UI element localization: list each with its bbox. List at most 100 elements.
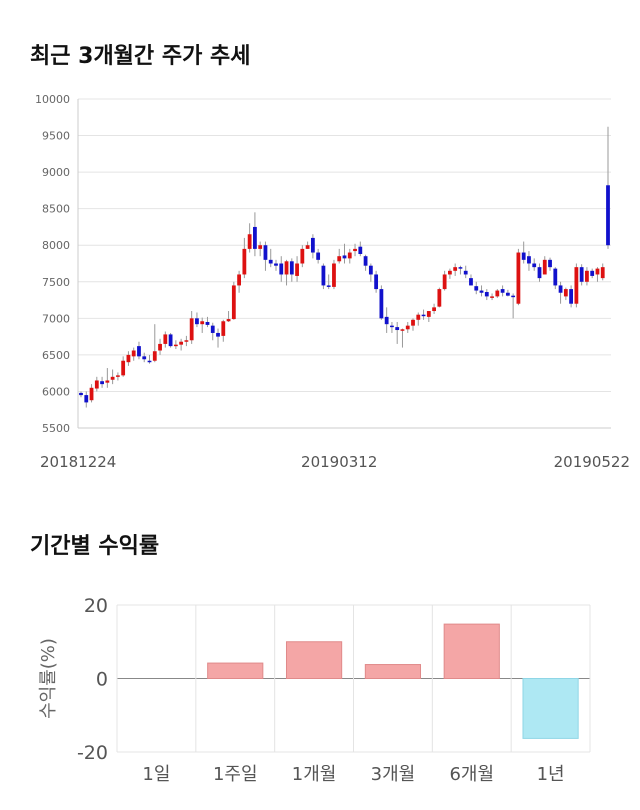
candle-body xyxy=(395,327,400,331)
candle-body xyxy=(574,267,579,304)
candle-body xyxy=(579,267,584,282)
candle-body xyxy=(500,289,505,293)
candle-body xyxy=(548,259,552,268)
candle-body xyxy=(274,263,278,266)
candle-body xyxy=(553,268,558,286)
y-tick-label: 8000 xyxy=(42,239,70,252)
candle-body xyxy=(179,341,184,345)
candle-body xyxy=(600,267,605,279)
candle-body xyxy=(268,259,273,264)
x-category-label: 3개월 xyxy=(371,764,416,785)
candle-body xyxy=(363,256,368,266)
candle-body xyxy=(94,380,99,389)
candle-body xyxy=(416,314,421,320)
y-tick-label: 7000 xyxy=(42,312,70,325)
y-tick-label: 0 xyxy=(96,669,108,691)
candle-body xyxy=(537,267,542,279)
candle-body xyxy=(152,351,157,361)
candle-body xyxy=(242,248,247,275)
price-trend-title: 최근 3개월간 주가 추세 xyxy=(30,44,251,69)
candle-body xyxy=(300,248,305,264)
y-tick-label: 9000 xyxy=(42,166,70,179)
candle-body xyxy=(463,270,468,275)
candle-body xyxy=(126,354,131,363)
candle-body xyxy=(527,256,531,264)
candle-body xyxy=(368,265,373,275)
return-bar xyxy=(207,662,264,680)
candle-body xyxy=(426,311,431,317)
candle-body xyxy=(79,392,83,396)
return-bar xyxy=(364,664,422,679)
candle-body xyxy=(337,256,342,262)
candle-body xyxy=(284,261,289,275)
candle-body xyxy=(495,290,500,297)
candle-body xyxy=(448,270,452,275)
y-tick-label: 7500 xyxy=(42,276,70,289)
candle-body xyxy=(390,325,394,328)
candle-body xyxy=(421,314,426,317)
candle-body xyxy=(342,255,347,259)
y-tick-label: 6500 xyxy=(42,349,70,362)
candle-body xyxy=(216,332,220,337)
candle-body xyxy=(474,286,479,291)
candle-body xyxy=(226,319,231,322)
y-axis-label: 수익률(%) xyxy=(38,638,59,719)
candle-body xyxy=(168,334,173,347)
candle-body xyxy=(585,270,589,282)
candle-body xyxy=(142,356,147,360)
candle-body xyxy=(332,263,336,287)
y-tick-label: 20 xyxy=(84,595,108,617)
candle-body xyxy=(189,318,194,341)
candle-body xyxy=(237,274,241,286)
candle-body xyxy=(289,261,294,275)
x-tick-label: 20190312 xyxy=(301,453,377,471)
candle-body xyxy=(115,375,120,377)
y-tick-label: -20 xyxy=(77,742,108,764)
candle-body xyxy=(321,265,326,286)
candle-body xyxy=(316,252,321,260)
candle-body xyxy=(173,344,178,347)
candle-body xyxy=(184,340,189,342)
candle-body xyxy=(590,270,595,276)
candle-body xyxy=(521,252,526,260)
candle-body xyxy=(442,274,447,290)
candle-body xyxy=(405,325,410,330)
y-tick-label: 6000 xyxy=(42,385,70,398)
candle-body xyxy=(516,252,521,304)
candle-body xyxy=(231,285,236,320)
candle-body xyxy=(558,285,563,293)
candle-body xyxy=(89,387,94,401)
return-bar xyxy=(443,623,500,679)
candlestick-chart: 10000 9500 9000 8500 8000 7500 7000 6500 6000 550… xyxy=(35,93,630,471)
candle-body xyxy=(453,267,458,271)
candle-body xyxy=(569,289,574,304)
candle-body xyxy=(258,245,263,249)
y-tick-label: 8500 xyxy=(42,203,70,216)
candle-body xyxy=(479,290,484,293)
candle-body xyxy=(490,296,494,298)
return-bar xyxy=(285,641,343,679)
candle-body xyxy=(437,289,442,307)
candle-body xyxy=(210,325,215,333)
y-tick-label: 10000 xyxy=(35,93,70,106)
candle-body xyxy=(195,318,199,325)
candle-body xyxy=(532,263,537,268)
x-category-label: 1년 xyxy=(537,764,565,785)
candle-body xyxy=(253,226,257,249)
candle-body xyxy=(105,380,110,383)
candle-body xyxy=(100,381,104,385)
candle-body xyxy=(358,246,363,254)
candle-body xyxy=(347,252,352,259)
candle-body xyxy=(511,295,516,298)
candle-body xyxy=(205,321,210,325)
x-category-label: 1주일 xyxy=(213,764,258,785)
candle-body xyxy=(200,321,205,325)
candle-body xyxy=(305,245,310,249)
x-category-label: 1개월 xyxy=(292,764,337,785)
candle-body xyxy=(400,329,405,331)
candle-body xyxy=(563,289,568,297)
candle-body xyxy=(121,360,126,376)
candle-body xyxy=(310,237,315,253)
y-tick-label: 5500 xyxy=(42,422,70,435)
candle-body xyxy=(326,285,331,287)
